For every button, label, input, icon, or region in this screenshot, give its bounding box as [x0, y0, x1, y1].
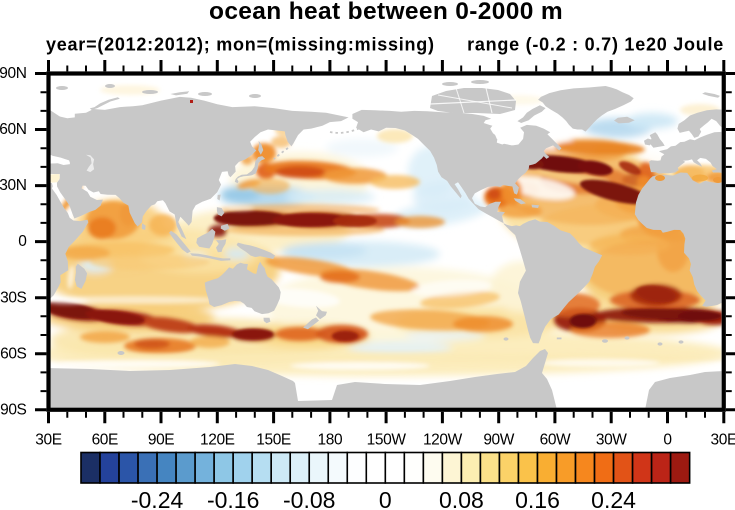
svg-text:30W: 30W: [596, 432, 627, 449]
svg-text:-0.08: -0.08: [283, 487, 335, 510]
svg-text:90S: 90S: [0, 401, 26, 418]
svg-text:ocean heat between 0-2000 m: ocean heat between 0-2000 m: [209, 0, 563, 25]
svg-text:120W: 120W: [423, 432, 463, 449]
svg-text:60W: 60W: [540, 432, 571, 449]
svg-text:0.24: 0.24: [591, 487, 636, 510]
svg-text:150E: 150E: [256, 432, 291, 449]
svg-text:30E: 30E: [711, 432, 735, 449]
svg-text:0: 0: [663, 432, 672, 449]
svg-text:180: 180: [318, 432, 343, 449]
svg-text:30N: 30N: [0, 177, 27, 194]
svg-text:0: 0: [18, 233, 27, 250]
svg-text:30S: 30S: [0, 289, 26, 306]
svg-text:0: 0: [379, 487, 392, 510]
svg-text:60E: 60E: [92, 432, 118, 449]
svg-text:range (-0.2 : 0.7) 1e20 Joule: range (-0.2 : 0.7) 1e20 Joule: [467, 35, 724, 55]
svg-text:90E: 90E: [148, 432, 174, 449]
svg-text:0.16: 0.16: [515, 487, 560, 510]
svg-text:150W: 150W: [367, 432, 407, 449]
svg-text:120E: 120E: [200, 432, 235, 449]
svg-text:90N: 90N: [0, 65, 27, 82]
svg-text:30E: 30E: [35, 432, 61, 449]
svg-text:year=(2012:2012); mon=(missing: year=(2012:2012); mon=(missing:missing): [46, 35, 435, 55]
svg-text:-0.24: -0.24: [131, 487, 184, 510]
svg-text:-0.16: -0.16: [207, 487, 259, 510]
svg-text:60S: 60S: [0, 345, 26, 362]
svg-text:0.08: 0.08: [439, 487, 484, 510]
svg-text:90W: 90W: [483, 432, 514, 449]
svg-text:60N: 60N: [0, 121, 27, 138]
